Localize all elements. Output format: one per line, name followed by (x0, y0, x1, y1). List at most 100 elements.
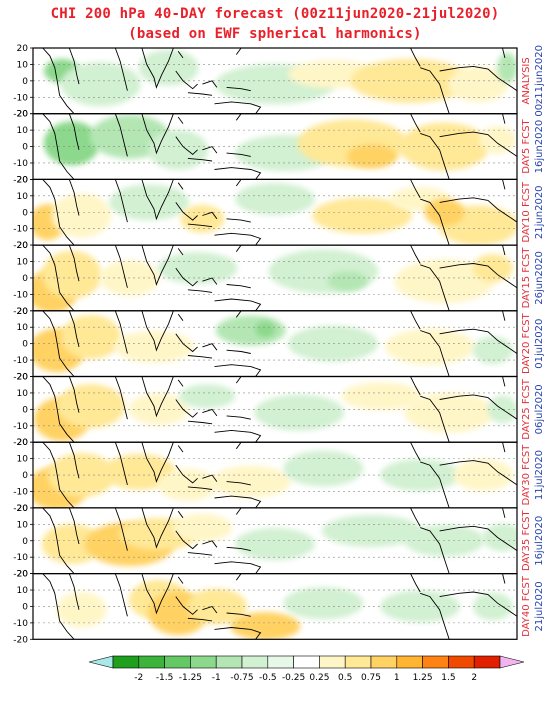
coastline (420, 264, 450, 311)
coastline (214, 627, 262, 640)
coastline (202, 80, 218, 88)
coastline (502, 442, 506, 453)
panel-label: ANALYSIS (521, 57, 532, 104)
coastline (226, 415, 251, 420)
coastline (187, 92, 213, 96)
coastline (42, 442, 75, 508)
y-tick-label: -20 (13, 635, 28, 645)
coastline (420, 132, 450, 180)
coastline (202, 540, 218, 548)
colorbar-swatch (112, 655, 140, 669)
coastline (175, 399, 198, 418)
coastline (439, 525, 517, 551)
coastline (226, 612, 251, 617)
coastline (114, 48, 128, 91)
coastline (114, 179, 128, 223)
anomaly-region (235, 183, 315, 216)
y-tick-label: -20 (13, 307, 28, 317)
y-tick-label: 20 (17, 110, 29, 120)
coastlines (42, 573, 517, 640)
anomaly-region (472, 592, 513, 621)
coastline (502, 48, 506, 59)
coastline (187, 617, 213, 622)
panel-date: 16jun2020 (534, 120, 545, 174)
coastline (226, 284, 251, 289)
coastline (114, 442, 128, 486)
panel-date: 21jul2020 (534, 581, 545, 631)
colorbar-swatch (164, 655, 191, 669)
coastlines (42, 179, 517, 246)
coastline (177, 445, 184, 453)
y-tick-label: -20 (13, 241, 28, 251)
y-tick-label: -20 (13, 504, 28, 514)
coastline (68, 507, 80, 545)
coastline (235, 507, 242, 515)
colorbar-swatch (215, 655, 243, 669)
colorbar-swatch (448, 655, 475, 669)
map-subtitle: (based on EWF spherical harmonics) (128, 26, 422, 42)
colorbar-tick-label: 0.75 (361, 673, 381, 683)
coastline (214, 101, 262, 114)
coastline (141, 179, 174, 221)
coastline (177, 116, 184, 124)
map-title: CHI 200 hPa 40-DAY forecast (00z11jun202… (50, 6, 500, 22)
colorbar-swatch (138, 655, 165, 669)
y-tick-label: 20 (17, 570, 29, 580)
y-tick-label: -20 (13, 373, 28, 383)
y-tick-label: 10 (17, 389, 29, 399)
y-tick-label: 10 (17, 60, 29, 70)
y-tick-label: 0 (22, 471, 28, 481)
y-tick-label: -20 (13, 438, 28, 448)
y-tick-label: 20 (17, 504, 29, 514)
coastline (502, 245, 506, 256)
anomaly-shading (34, 382, 517, 442)
coastline (187, 157, 213, 162)
coastline (202, 277, 218, 285)
anomaly-region (479, 125, 516, 154)
colorbar-swatch (396, 655, 423, 669)
coastline (202, 343, 218, 351)
colorbar-swatch (293, 655, 320, 669)
anomaly-region (321, 514, 422, 547)
coastline (214, 167, 262, 180)
coastline (226, 86, 251, 92)
coastline (187, 552, 213, 556)
coastline (187, 355, 213, 359)
colorbar-swatch (267, 655, 294, 669)
coastlines (42, 48, 517, 114)
coastline (68, 48, 80, 85)
map-panel: 20 10 0 -10 -20 ANALYSIS 00z11jun2020 (13, 44, 545, 120)
colorbar-swatch (190, 655, 217, 669)
anomaly-region (61, 315, 122, 360)
coastline (410, 245, 421, 264)
y-tick-label: 0 (22, 208, 28, 218)
coastline (187, 223, 213, 228)
anomaly-shading (43, 114, 516, 172)
anomaly-region (157, 468, 218, 501)
coastline (235, 48, 242, 55)
coastline (235, 310, 242, 318)
panel-label: DAY5 FCST (521, 118, 532, 173)
coastline (42, 179, 75, 246)
y-tick-label: -10 (13, 553, 28, 563)
coastline (175, 70, 198, 90)
coastline (68, 376, 80, 413)
panel-label: DAY35 FCST (521, 509, 532, 571)
coastlines (42, 507, 517, 574)
coastline (214, 561, 262, 574)
colorbar-tick-label: 1.5 (441, 673, 455, 683)
map-panel: 20 10 0 -10 -20 DAY15 FCST 26jun2020 (13, 241, 545, 317)
anomaly-region (186, 588, 247, 625)
map-panel: 20 10 0 -10 -20 DAY30 FCST 11jul2020 (13, 438, 545, 514)
y-tick-label: 0 (22, 274, 28, 284)
coastline (177, 510, 184, 519)
anomaly-region (148, 129, 209, 170)
coastline (68, 573, 80, 610)
coastline (235, 245, 242, 252)
coastline (175, 333, 198, 353)
anomaly-region (255, 321, 276, 338)
anomaly-region (210, 465, 291, 498)
y-tick-label: 0 (22, 143, 28, 153)
coastline (177, 51, 184, 59)
coastline (42, 573, 75, 640)
